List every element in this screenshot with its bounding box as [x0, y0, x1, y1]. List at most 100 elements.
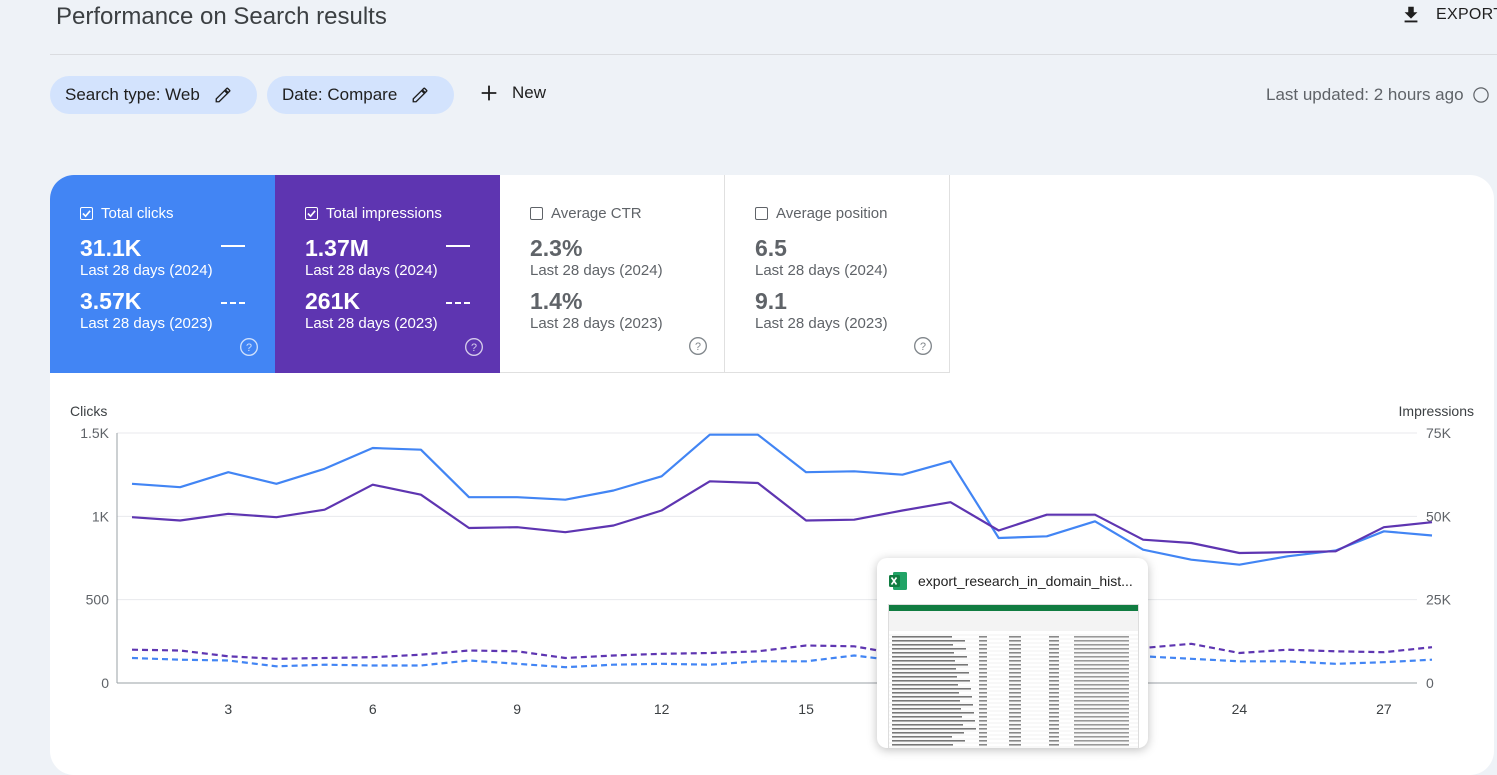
metric-value-previous: 3.57K [80, 288, 142, 314]
metric-value-current: 1.37M [305, 235, 369, 261]
y-tick-label-right: 25K [1426, 592, 1452, 608]
svg-text:?: ? [246, 342, 252, 354]
thumb-cell-text [1049, 688, 1059, 690]
x-tick-label: 6 [369, 701, 377, 717]
thumb-cell-text [892, 640, 965, 642]
thumb-cell-text [979, 668, 987, 670]
file-preview-popup[interactable]: export_research_in_domain_hist... [877, 558, 1148, 748]
thumb-cell-text [892, 668, 956, 670]
metric-period-current: Last 28 days (2024) [80, 262, 213, 279]
thumb-cell-text [1009, 732, 1021, 734]
thumb-cell-text [892, 660, 955, 662]
thumb-cell-text [979, 692, 987, 694]
thumb-cell-text [892, 696, 972, 698]
thumb-cell-text [892, 680, 970, 682]
thumb-cell-text [1074, 692, 1129, 694]
thumb-cell-text [1049, 720, 1059, 722]
thumb-cell-text [1049, 724, 1059, 726]
thumb-ribbon [889, 605, 1138, 611]
thumb-cell-text [892, 744, 953, 746]
metric-card-total-impressions[interactable]: Total impressions 1.37M Last 28 days (20… [275, 175, 500, 373]
svg-text:?: ? [471, 342, 477, 354]
y-tick-label-left: 1K [92, 508, 110, 524]
thumb-cell-text [1074, 688, 1129, 690]
thumb-cell-text [892, 724, 963, 726]
thumb-cell-text [1049, 740, 1059, 742]
thumb-cell-text [892, 656, 967, 658]
thumb-cell-text [979, 652, 987, 654]
thumb-cell-text [1009, 692, 1021, 694]
thumb-cell-text [1049, 664, 1059, 666]
help-icon[interactable]: ? [688, 336, 708, 356]
thumb-cell-text [1074, 704, 1129, 706]
thumb-cell-text [979, 688, 987, 690]
checkbox-unchecked-icon[interactable] [755, 207, 768, 220]
thumb-cell-text [1074, 720, 1129, 722]
thumb-cell-text [979, 732, 987, 734]
last-updated: Last updated: 2 hours ago [1266, 85, 1490, 105]
metric-period-previous: Last 28 days (2023) [755, 315, 888, 332]
thumb-cell-text [1049, 712, 1059, 714]
metric-card-average-ctr[interactable]: Average CTR 2.3% Last 28 days (2024) 1.4… [500, 175, 725, 373]
thumb-cell-text [1049, 708, 1059, 710]
thumb-cell-text [1049, 696, 1059, 698]
metric-value-current: 6.5 [755, 235, 787, 261]
thumb-cell-text [1009, 664, 1021, 666]
solid-line-legend-icon [446, 245, 470, 247]
help-icon[interactable] [1472, 86, 1490, 104]
thumb-cell-text [1074, 696, 1129, 698]
thumb-cell-text [1009, 640, 1021, 642]
help-icon[interactable]: ? [913, 336, 933, 356]
thumb-cell-text [979, 740, 987, 742]
thumb-cell-text [979, 724, 987, 726]
metric-period-current: Last 28 days (2024) [305, 262, 438, 279]
date-chip[interactable]: Date: Compare [267, 76, 454, 114]
thumb-cell-text [979, 708, 987, 710]
thumb-cell-text [1009, 656, 1021, 658]
thumb-cell-text [1009, 680, 1021, 682]
export-label: EXPORT [1436, 6, 1497, 23]
search-type-chip[interactable]: Search type: Web [50, 76, 257, 114]
thumb-cell-text [1049, 716, 1059, 718]
thumb-cell-text [1074, 640, 1129, 642]
checkbox-unchecked-icon[interactable] [530, 207, 543, 220]
metric-label: Average CTR [551, 205, 642, 222]
thumb-cell-text [1049, 728, 1059, 730]
checkbox-checked-icon[interactable] [80, 207, 93, 220]
y-tick-label-left: 1.5K [80, 425, 109, 441]
y-tick-label-left: 500 [86, 592, 110, 608]
metric-period-current: Last 28 days (2024) [755, 262, 888, 279]
thumb-cell-text [892, 704, 973, 706]
performance-chart[interactable]: Clicks Impressions 1.5K 75K 1K 50K 500 25K 0 0 3 6 9… [50, 175, 1494, 737]
help-icon[interactable]: ? [464, 337, 484, 357]
metric-value-current: 31.1K [80, 235, 142, 261]
metric-period-previous: Last 28 days (2023) [305, 315, 438, 332]
series-line-right-dashed [131, 642, 1433, 660]
export-button[interactable]: EXPORT [1400, 4, 1497, 26]
metric-card-average-position[interactable]: Average position 6.5 Last 28 days (2024)… [725, 175, 950, 373]
thumb-cell-text [1009, 660, 1021, 662]
metric-value-current: 2.3% [530, 235, 583, 261]
series-line-left-solid [131, 433, 1433, 566]
dashed-line-legend-icon [446, 302, 470, 304]
thumb-cell-text [1009, 712, 1021, 714]
thumb-cell-text [1074, 740, 1129, 742]
thumb-cell-text [1074, 680, 1129, 682]
thumb-cell-text [979, 684, 987, 686]
x-tick-label: 24 [1232, 701, 1248, 717]
metric-value-previous: 261K [305, 288, 360, 314]
new-filter-button[interactable]: New [478, 82, 546, 104]
metric-period-previous: Last 28 days (2023) [530, 315, 663, 332]
thumb-cell-text [1049, 660, 1059, 662]
thumb-cell-text [1074, 732, 1129, 734]
thumb-cell-text [1074, 712, 1129, 714]
thumb-cell-text [1074, 684, 1129, 686]
dashed-line-legend-icon [221, 302, 245, 304]
thumb-cell-text [1049, 648, 1059, 650]
thumb-cell-text [979, 728, 987, 730]
checkbox-checked-icon[interactable] [305, 207, 318, 220]
help-icon[interactable]: ? [239, 337, 259, 357]
thumb-cell-text [1049, 676, 1059, 678]
thumb-cell-text [979, 720, 987, 722]
metric-card-total-clicks[interactable]: Total clicks 31.1K Last 28 days (2024) 3… [50, 175, 275, 373]
